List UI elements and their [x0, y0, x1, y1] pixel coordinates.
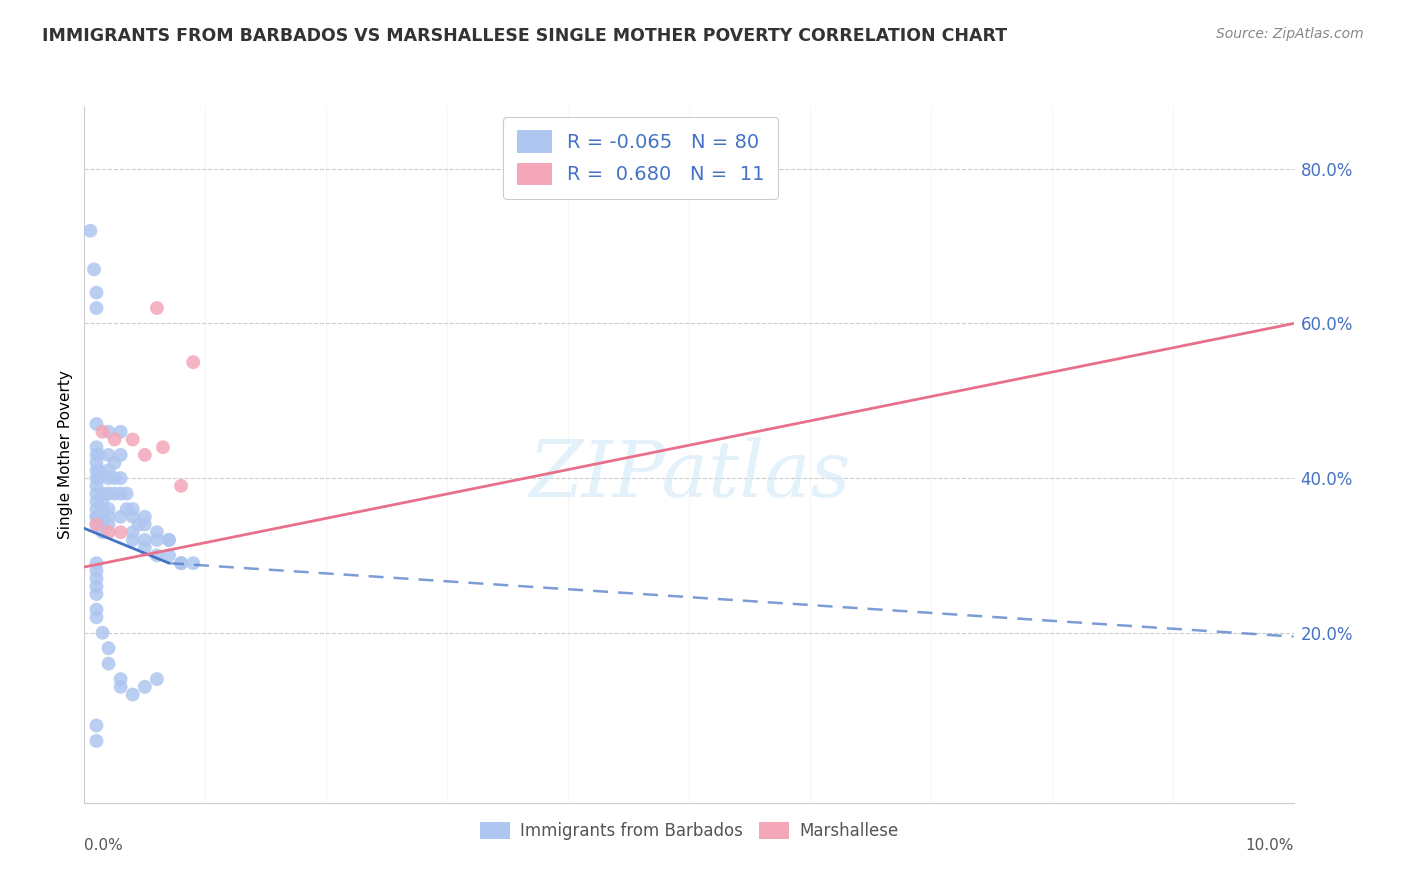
Point — [91, 517, 114, 532]
Point — [157, 533, 180, 547]
Point — [110, 425, 132, 439]
Point — [146, 549, 169, 563]
Point — [86, 285, 108, 300]
Point — [83, 262, 105, 277]
Point — [97, 641, 120, 656]
Legend: Immigrants from Barbados, Marshallese: Immigrants from Barbados, Marshallese — [472, 815, 905, 847]
Point — [97, 509, 120, 524]
Point — [121, 433, 143, 447]
Point — [110, 486, 132, 500]
Point — [86, 718, 108, 732]
Point — [110, 680, 132, 694]
Point — [86, 517, 108, 532]
Point — [86, 448, 108, 462]
Point — [121, 502, 143, 516]
Point — [86, 572, 108, 586]
Point — [86, 509, 108, 524]
Point — [110, 525, 132, 540]
Point — [86, 494, 108, 508]
Point — [91, 425, 114, 439]
Point — [110, 448, 132, 462]
Point — [115, 502, 138, 516]
Point — [170, 479, 193, 493]
Point — [134, 448, 156, 462]
Point — [86, 587, 108, 601]
Point — [86, 486, 108, 500]
Point — [86, 564, 108, 578]
Point — [91, 625, 114, 640]
Point — [170, 556, 193, 570]
Point — [97, 502, 120, 516]
Point — [97, 471, 120, 485]
Point — [87, 463, 110, 477]
Y-axis label: Single Mother Poverty: Single Mother Poverty — [58, 370, 73, 540]
Point — [91, 525, 114, 540]
Point — [121, 525, 143, 540]
Point — [157, 533, 180, 547]
Point — [86, 579, 108, 593]
Point — [157, 549, 180, 563]
Point — [134, 541, 156, 555]
Text: 10.0%: 10.0% — [1246, 838, 1294, 853]
Point — [110, 471, 132, 485]
Point — [97, 463, 120, 477]
Point — [86, 602, 108, 616]
Point — [97, 525, 120, 540]
Point — [146, 301, 169, 315]
Point — [121, 509, 143, 524]
Point — [86, 456, 108, 470]
Point — [86, 517, 108, 532]
Point — [97, 425, 120, 439]
Point — [91, 509, 114, 524]
Point — [97, 448, 120, 462]
Point — [104, 471, 127, 485]
Point — [86, 463, 108, 477]
Point — [128, 517, 150, 532]
Point — [86, 440, 108, 454]
Point — [146, 525, 169, 540]
Point — [86, 301, 108, 315]
Point — [86, 556, 108, 570]
Point — [170, 556, 193, 570]
Point — [86, 417, 108, 431]
Point — [79, 224, 101, 238]
Point — [181, 355, 204, 369]
Point — [121, 688, 143, 702]
Point — [115, 486, 138, 500]
Point — [110, 672, 132, 686]
Point — [121, 533, 143, 547]
Point — [134, 680, 156, 694]
Point — [134, 533, 156, 547]
Point — [91, 486, 114, 500]
Point — [97, 517, 120, 532]
Point — [134, 517, 156, 532]
Point — [134, 509, 156, 524]
Point — [86, 502, 108, 516]
Point — [91, 494, 114, 508]
Text: IMMIGRANTS FROM BARBADOS VS MARSHALLESE SINGLE MOTHER POVERTY CORRELATION CHART: IMMIGRANTS FROM BARBADOS VS MARSHALLESE … — [42, 27, 1007, 45]
Point — [97, 486, 120, 500]
Point — [87, 448, 110, 462]
Point — [110, 509, 132, 524]
Point — [86, 610, 108, 624]
Point — [104, 456, 127, 470]
Point — [91, 502, 114, 516]
Text: Source: ZipAtlas.com: Source: ZipAtlas.com — [1216, 27, 1364, 41]
Point — [87, 471, 110, 485]
Text: ZIPatlas: ZIPatlas — [527, 438, 851, 514]
Point — [91, 509, 114, 524]
Text: 0.0%: 0.0% — [84, 838, 124, 853]
Point — [86, 734, 108, 748]
Point — [97, 657, 120, 671]
Point — [146, 672, 169, 686]
Point — [104, 486, 127, 500]
Point — [104, 433, 127, 447]
Point — [86, 471, 108, 485]
Point — [181, 556, 204, 570]
Point — [152, 440, 174, 454]
Point — [86, 509, 108, 524]
Point — [86, 479, 108, 493]
Point — [146, 533, 169, 547]
